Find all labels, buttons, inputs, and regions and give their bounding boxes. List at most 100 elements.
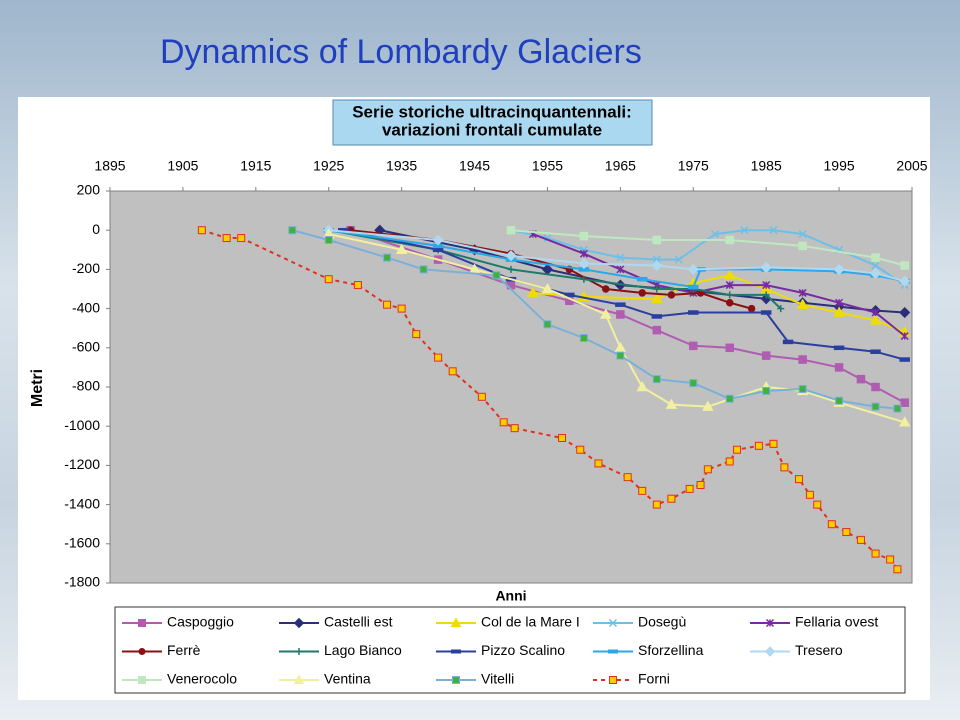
y-tick-label: 200 xyxy=(77,182,101,198)
marker xyxy=(833,306,845,317)
marker xyxy=(578,257,590,270)
series-line xyxy=(328,229,905,283)
marker xyxy=(412,330,421,339)
y-tick-label: -200 xyxy=(72,260,100,276)
marker xyxy=(747,304,756,313)
series-line xyxy=(292,229,898,410)
marker xyxy=(636,380,649,392)
x-tick-label: 1985 xyxy=(751,158,782,174)
marker xyxy=(893,565,902,574)
x-tick-label: 1935 xyxy=(386,158,417,174)
marker xyxy=(834,363,844,372)
marker xyxy=(288,226,297,235)
marker xyxy=(893,404,902,413)
marker xyxy=(576,445,585,454)
marker xyxy=(689,379,698,388)
marker xyxy=(760,261,772,274)
marker xyxy=(564,292,575,298)
marker xyxy=(798,384,807,393)
y-tick-label: -1800 xyxy=(64,574,100,590)
marker xyxy=(886,555,895,564)
chart-title: Dynamics of Lombardy Glaciers xyxy=(160,33,642,71)
marker xyxy=(725,281,734,290)
x-tick-label: 1945 xyxy=(459,158,490,174)
marker xyxy=(602,285,610,293)
marker xyxy=(492,271,501,280)
marker xyxy=(796,298,809,309)
marker xyxy=(761,351,771,360)
marker xyxy=(608,649,618,654)
marker xyxy=(541,282,554,294)
marker xyxy=(762,386,771,395)
marker xyxy=(798,230,807,239)
marker xyxy=(197,226,206,235)
marker xyxy=(636,276,648,282)
marker xyxy=(769,439,778,448)
marker xyxy=(293,617,305,629)
y-tick-label: -1000 xyxy=(64,417,100,433)
legend-label: Lago Bianco xyxy=(324,642,402,658)
marker xyxy=(725,394,734,403)
legend-label: Venerocolo xyxy=(167,671,237,687)
marker xyxy=(432,234,444,246)
marker xyxy=(725,298,734,307)
marker xyxy=(580,275,588,283)
marker xyxy=(835,396,844,405)
marker xyxy=(594,459,603,468)
marker xyxy=(383,253,392,262)
x-tick-label: 1975 xyxy=(678,158,709,174)
marker xyxy=(293,674,305,684)
marker xyxy=(833,345,845,351)
marker xyxy=(448,367,457,376)
marker xyxy=(324,236,333,244)
legend-label: Pizzo Scalino xyxy=(481,642,565,658)
marker xyxy=(813,500,822,509)
y-tick-label: -1200 xyxy=(64,456,100,472)
marker xyxy=(667,494,676,503)
marker xyxy=(723,269,736,280)
legend-label: Sforzellina xyxy=(638,642,704,658)
marker xyxy=(295,648,303,655)
subtitle-box xyxy=(332,99,653,146)
marker xyxy=(237,234,246,243)
marker xyxy=(777,305,785,313)
marker xyxy=(780,463,789,472)
marker xyxy=(616,265,625,274)
marker xyxy=(765,618,775,628)
marker xyxy=(870,349,881,354)
marker xyxy=(450,617,462,627)
y-tick-label: -400 xyxy=(72,299,100,315)
legend-label: Col de la Mare I xyxy=(481,614,580,630)
x-tick-label: 1915 xyxy=(240,158,271,174)
marker xyxy=(688,310,699,315)
marker xyxy=(558,433,567,442)
marker xyxy=(222,234,231,243)
plot-area xyxy=(109,190,913,584)
marker xyxy=(527,286,539,298)
legend-label: Vitelli xyxy=(481,671,514,687)
marker xyxy=(674,255,683,264)
marker xyxy=(900,261,909,270)
marker xyxy=(703,465,712,474)
marker xyxy=(667,291,676,299)
subtitle: Serie storiche ultracinquantennali: xyxy=(352,102,632,121)
marker xyxy=(579,334,588,342)
legend-label: Castelli est xyxy=(324,614,393,630)
marker xyxy=(506,225,516,235)
y-tick-label: -600 xyxy=(72,339,100,355)
marker xyxy=(725,235,734,245)
marker xyxy=(856,374,866,384)
marker xyxy=(432,247,444,253)
marker xyxy=(652,325,662,335)
marker xyxy=(794,475,803,484)
marker xyxy=(579,231,589,241)
marker xyxy=(653,285,661,293)
marker xyxy=(652,235,662,245)
marker xyxy=(726,291,734,299)
legend-label: Ferrè xyxy=(167,642,201,658)
legend-label: Dosegù xyxy=(638,614,686,630)
marker xyxy=(871,261,880,270)
marker xyxy=(835,298,844,307)
y-tick-label: -1400 xyxy=(64,495,100,511)
